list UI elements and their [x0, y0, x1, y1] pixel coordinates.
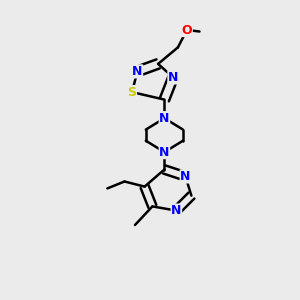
- Text: N: N: [159, 112, 170, 125]
- Text: S: S: [128, 85, 136, 99]
- Text: O: O: [182, 23, 192, 37]
- Text: N: N: [159, 146, 170, 159]
- Text: N: N: [171, 204, 182, 217]
- Text: N: N: [180, 170, 190, 183]
- Text: N: N: [132, 65, 142, 78]
- Text: N: N: [168, 71, 178, 84]
